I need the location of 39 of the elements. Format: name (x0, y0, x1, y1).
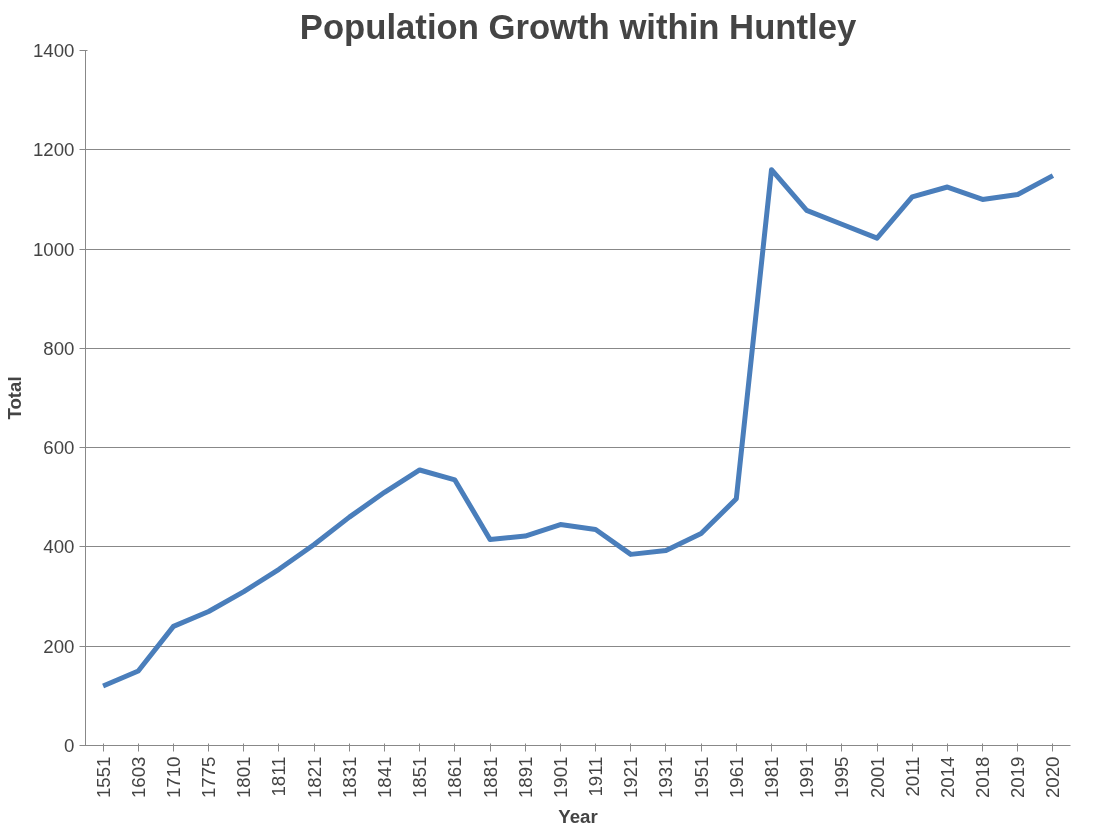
y-tick-label: 800 (43, 337, 75, 359)
x-tick-label: 1775 (198, 756, 220, 798)
x-tick-label: 2011 (901, 756, 923, 797)
y-tick-label: 400 (43, 536, 75, 558)
x-tick-label: 1551 (92, 756, 114, 798)
x-tick-label: 1991 (796, 756, 818, 798)
x-tick-label: 1861 (444, 756, 466, 798)
y-tick-label: 1400 (33, 40, 75, 61)
x-tick-label: 1851 (409, 756, 431, 798)
x-tick-label: 1995 (831, 756, 853, 798)
x-tick-label: 2014 (936, 756, 958, 798)
x-tick-label: 2019 (1007, 756, 1029, 798)
y-tick-label: 200 (43, 635, 75, 657)
x-tick-label: 1710 (162, 756, 184, 798)
x-tick-label: 1841 (374, 756, 396, 798)
x-tick-label: 2018 (972, 756, 994, 798)
x-tick-label: 1891 (514, 756, 536, 798)
y-axis-title: Total (4, 376, 25, 420)
x-tick-label: 1821 (303, 756, 325, 798)
x-tick-label: 1831 (338, 756, 360, 798)
x-tick-label: 1931 (655, 756, 677, 798)
x-tick-label: 1811 (268, 756, 290, 797)
y-tick-label: 1000 (33, 238, 75, 260)
x-tick-label: 2020 (1042, 756, 1064, 798)
x-tick-label: 1951 (690, 756, 712, 798)
y-tick-label: 600 (43, 437, 75, 459)
y-tick-label: 0 (64, 735, 75, 756)
chart-title: Population Growth within Huntley (299, 7, 857, 46)
x-tick-label: 1901 (549, 756, 571, 798)
x-tick-label: 1921 (620, 756, 642, 798)
x-tick-label: 1603 (127, 756, 149, 798)
x-tick-label: 1961 (725, 756, 747, 798)
x-tick-label: 1801 (233, 756, 255, 798)
x-tick-label: 1881 (479, 756, 501, 798)
x-tick-label: 1981 (760, 756, 782, 798)
x-axis-title: Year (558, 806, 598, 827)
x-tick-label: 2001 (866, 756, 888, 798)
y-tick-label: 1200 (33, 139, 75, 161)
x-tick-label: 1911 (585, 756, 607, 797)
